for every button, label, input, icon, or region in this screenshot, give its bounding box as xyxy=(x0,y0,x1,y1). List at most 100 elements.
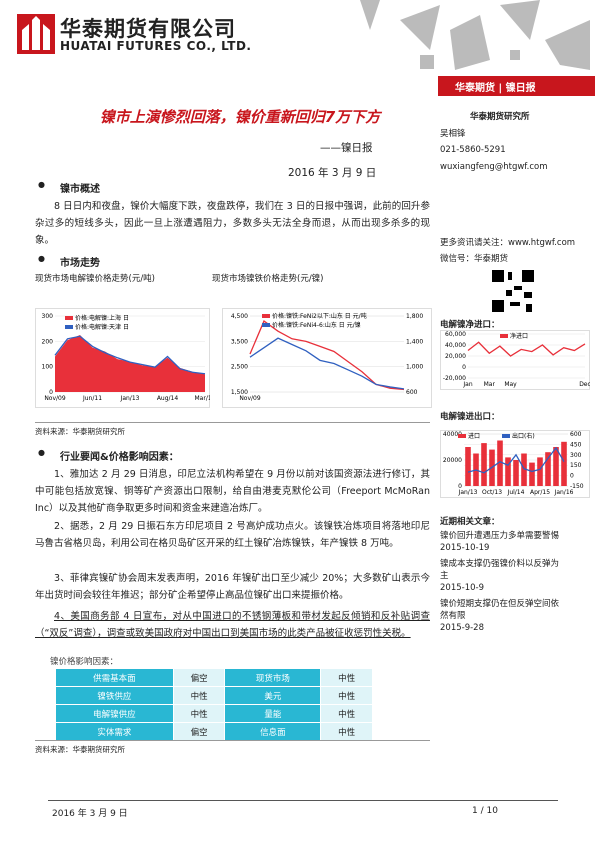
table-cell: 美元 xyxy=(224,686,322,705)
banner: 华泰期货 | 镍日报 xyxy=(455,83,536,94)
bar xyxy=(553,447,559,486)
plot-frame xyxy=(222,308,432,408)
tick-label: 200 xyxy=(42,338,54,345)
x-tick-label: Aug/14 xyxy=(157,395,179,402)
x-tick-label: Jan/13 xyxy=(458,489,478,496)
table-row: 实体需求 偏空 信息面 中性 xyxy=(55,722,373,741)
plot-frame xyxy=(440,330,590,390)
paragraph: 8 日日内和夜盘，镍价大幅度下跌，夜盘跌停，我们在 3 日的日报中强调，此前的回… xyxy=(35,201,430,246)
x-tick-label: Jan xyxy=(462,381,472,388)
tick-label: 100 xyxy=(42,364,54,371)
paragraph: 3、菲律宾镍矿协会周末发表声明，2016 年镍矿出口至少减少 20%；大多数矿山… xyxy=(35,573,430,601)
tick-label: 0 xyxy=(458,483,462,490)
tick-label: -20,000 xyxy=(443,375,466,382)
date: 2016 年 3 月 9 日 xyxy=(288,167,377,179)
header-graphics xyxy=(17,0,595,96)
table-caption: 镍价格影响因素： xyxy=(50,657,119,667)
article-title: 镍成本支撑仍强镍价料以反弹为主 xyxy=(440,559,560,581)
article-date: 2015-10-9 xyxy=(440,583,484,593)
tick-label: 1,000 xyxy=(406,364,423,371)
legend-label: 进口 xyxy=(468,432,480,440)
legend-label: 价格:电解镍:天津 日 xyxy=(75,323,129,331)
table-cell: 中性 xyxy=(172,704,226,723)
bar xyxy=(537,457,543,486)
trade-chart: 0 20000 40000 -150 0 150 300 450 600 Jan/13 Oct/13… xyxy=(440,430,590,498)
table-cell: 中性 xyxy=(320,722,373,741)
chart-caption: 现货市场电解镍价格走势(元/吨) xyxy=(35,274,155,284)
legend-label: 价格:镍铁:FeNi4-6:山东 日 元/镍 xyxy=(272,321,361,329)
table-cell: 中性 xyxy=(320,668,373,687)
x-tick-label: Apr/15 xyxy=(530,489,550,496)
section-heading: 镍市概述 xyxy=(38,180,100,195)
table-cell: 现货市场 xyxy=(224,668,322,687)
bar xyxy=(521,453,527,486)
tick-label: 1,800 xyxy=(406,313,423,320)
article-date: 2015-9-28 xyxy=(440,623,484,633)
tick-label: 40,000 xyxy=(445,342,466,349)
article-date: 2015-10-19 xyxy=(440,543,490,553)
table-cell: 中性 xyxy=(172,686,226,705)
articles: 镍价回升遭遇压力多单需要警惕 2015-10-19 镍成本支撑仍强镍价料以反弹为主 2… xyxy=(440,530,560,638)
article-title: 镍价短期支撑仍在但反弹空间依然有限 xyxy=(440,599,560,621)
x-tick-label: Dec xyxy=(579,381,590,388)
tick-label: 600 xyxy=(570,431,582,438)
institute: 华泰期货研究所 xyxy=(470,112,530,122)
legend-swatch xyxy=(262,314,270,318)
line xyxy=(54,335,206,375)
legend-swatch xyxy=(65,325,73,329)
nickel-price-chart: 0 100 200 300 Nov/09 Jun/11 Jan/13 Aug/14 Mar/16… xyxy=(35,308,210,408)
bar xyxy=(529,462,535,486)
trade-title: 电解镍进出口： xyxy=(440,412,500,422)
tick-label: 3,500 xyxy=(231,338,248,345)
x-tick-label: Nov/09 xyxy=(239,395,261,402)
tick-label: 450 xyxy=(570,441,582,448)
legend-label: 价格:镍铁:FeNi2以下:山东 日 元/吨 xyxy=(272,312,367,320)
bar xyxy=(497,440,503,486)
line xyxy=(249,337,405,390)
company-name: 华泰期货有限公司 xyxy=(60,17,236,41)
paragraph: 4、美国商务部 4 日宣布，对从中国进口的不锈钢薄板和带材发起反倾销和反补贴调查… xyxy=(35,611,430,639)
x-tick-label: Jun/11 xyxy=(82,395,102,402)
paragraph: 1、雅加达 2 月 29 日消息，印尼立法机构希望在 9 月份以前对该国资源法进… xyxy=(35,469,430,514)
tick-label: 2,500 xyxy=(231,364,248,371)
tick-label: 60,000 xyxy=(445,331,466,338)
x-tick-label: Jan/13 xyxy=(120,395,140,402)
x-tick-label: May xyxy=(504,381,517,388)
rule xyxy=(35,422,430,423)
x-tick-label: Mar xyxy=(484,381,496,388)
legend-swatch xyxy=(502,434,510,438)
table-cell: 偏空 xyxy=(172,668,226,687)
tick-label: -150 xyxy=(570,483,584,490)
plot-frame xyxy=(35,308,210,408)
section-heading: 行业要闻&价格影响因素： xyxy=(38,448,179,463)
x-tick-label: Jan/16 xyxy=(554,489,574,496)
footer-rule xyxy=(48,800,558,801)
plot-frame xyxy=(440,430,590,498)
table-row: 镍铁供应 中性 美元 中性 xyxy=(55,686,373,705)
rule xyxy=(35,740,430,741)
x-tick-label: Oct/13 xyxy=(482,489,502,496)
company-english: HUATAI FUTURES CO., LTD. xyxy=(60,39,252,53)
tick-label: 0 xyxy=(49,389,53,396)
legend-swatch xyxy=(262,323,270,327)
chart-caption: 现货市场镍铁价格走势(元/镍) xyxy=(212,274,324,284)
x-tick-label: Jul/14 xyxy=(507,489,525,496)
tick-label: 300 xyxy=(570,452,582,459)
analyst: 吴相锋 xyxy=(440,129,466,139)
legend-label: 出口(右) xyxy=(512,432,535,440)
line xyxy=(249,320,405,391)
paragraph: 2、据悉，2 月 29 日振石东方印尼项目 2 号高炉成功点火。该镍铁冶炼项目将… xyxy=(35,521,430,549)
table-cell: 镍铁供应 xyxy=(55,686,174,705)
subtitle: ——镍日报 xyxy=(320,142,373,154)
wechat: 微信号：华泰期货 xyxy=(440,254,509,264)
tick-label: 40000 xyxy=(443,431,462,438)
table-cell: 实体需求 xyxy=(55,722,174,741)
table-cell: 供需基本面 xyxy=(55,668,174,687)
tick-label: 0 xyxy=(462,364,466,371)
area xyxy=(55,335,205,392)
table-cell: 电解镍供应 xyxy=(55,704,174,723)
related-title: 近期相关文章： xyxy=(440,517,500,527)
legend-label: 净进口 xyxy=(510,332,528,340)
tick-label: 150 xyxy=(570,462,582,469)
